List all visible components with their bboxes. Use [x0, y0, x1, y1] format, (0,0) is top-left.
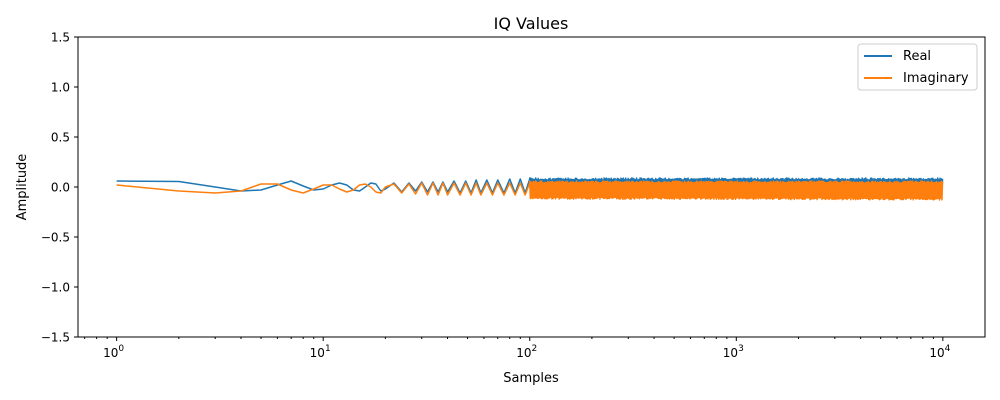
series-layer [116, 177, 944, 201]
y-tick-label: −1.5 [41, 331, 70, 345]
y-tick-label: 1.5 [51, 31, 70, 45]
x-tick-label: 102 [516, 344, 537, 360]
x-axis: 100 101 102 103 104 [84, 337, 951, 360]
x-axis-label: Samples [503, 371, 559, 386]
y-tick-label: 0.5 [51, 131, 70, 145]
y-tick-label: −1.0 [41, 281, 70, 295]
series-line-imaginary [116, 180, 944, 201]
y-axis-label: Amplitude [15, 154, 30, 221]
legend: Real Imaginary [857, 43, 978, 91]
x-tick-label: 101 [310, 344, 331, 360]
y-tick-label: 1.0 [51, 81, 70, 95]
legend-label-imaginary: Imaginary [903, 71, 969, 86]
x-tick-label: 103 [723, 344, 744, 360]
x-tick-label: 100 [103, 344, 124, 360]
y-tick-label: −0.5 [41, 231, 70, 245]
legend-label-real: Real [903, 49, 931, 64]
y-axis: −1.5 −1.0 −0.5 0.0 0.5 1.0 1.5 [41, 31, 78, 345]
chart-title: IQ Values [494, 14, 569, 33]
x-tick-label: 104 [929, 344, 950, 360]
y-tick-label: 0.0 [51, 181, 70, 195]
